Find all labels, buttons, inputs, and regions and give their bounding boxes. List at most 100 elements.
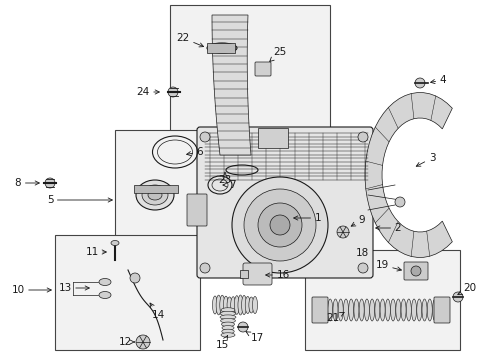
Ellipse shape	[365, 299, 369, 321]
Ellipse shape	[223, 296, 228, 314]
Ellipse shape	[338, 299, 343, 321]
FancyBboxPatch shape	[197, 127, 373, 278]
Circle shape	[453, 292, 463, 302]
Text: 19: 19	[375, 260, 401, 271]
Ellipse shape	[216, 295, 221, 315]
Ellipse shape	[136, 180, 174, 210]
Ellipse shape	[417, 299, 422, 321]
Bar	[258, 128, 288, 148]
Circle shape	[395, 197, 405, 207]
Ellipse shape	[220, 311, 236, 316]
Text: 20: 20	[458, 283, 477, 294]
Circle shape	[258, 203, 302, 247]
Ellipse shape	[221, 333, 235, 337]
Ellipse shape	[359, 299, 364, 321]
Ellipse shape	[221, 308, 235, 312]
Ellipse shape	[245, 296, 250, 314]
Ellipse shape	[221, 322, 235, 327]
Polygon shape	[212, 15, 251, 155]
Ellipse shape	[220, 319, 235, 323]
Circle shape	[168, 87, 178, 97]
FancyBboxPatch shape	[187, 194, 207, 226]
Text: 7: 7	[223, 180, 235, 190]
Circle shape	[136, 335, 150, 349]
Text: 1: 1	[294, 213, 321, 223]
Ellipse shape	[401, 299, 406, 321]
Circle shape	[130, 273, 140, 283]
Circle shape	[238, 322, 248, 332]
Circle shape	[411, 266, 421, 276]
Circle shape	[45, 178, 55, 188]
Text: 3: 3	[416, 153, 435, 166]
Ellipse shape	[406, 299, 411, 321]
Text: 22: 22	[176, 33, 203, 47]
Ellipse shape	[375, 299, 380, 321]
Ellipse shape	[380, 299, 385, 321]
Ellipse shape	[220, 295, 225, 315]
Ellipse shape	[99, 292, 111, 298]
Ellipse shape	[111, 240, 119, 246]
Text: 11: 11	[85, 247, 106, 257]
Circle shape	[270, 215, 290, 235]
Polygon shape	[365, 93, 452, 257]
Circle shape	[415, 78, 425, 88]
Text: 24: 24	[136, 87, 159, 97]
Ellipse shape	[349, 299, 354, 321]
Ellipse shape	[322, 299, 327, 321]
Ellipse shape	[213, 296, 218, 314]
Text: 4: 4	[431, 75, 446, 85]
Ellipse shape	[207, 43, 237, 53]
Ellipse shape	[369, 299, 375, 321]
Ellipse shape	[422, 299, 427, 321]
Ellipse shape	[238, 295, 243, 315]
Ellipse shape	[249, 297, 254, 313]
FancyBboxPatch shape	[255, 62, 271, 76]
Circle shape	[358, 263, 368, 273]
Ellipse shape	[391, 299, 395, 321]
Ellipse shape	[433, 299, 438, 321]
FancyBboxPatch shape	[243, 263, 272, 285]
Text: 6: 6	[187, 147, 203, 157]
Ellipse shape	[148, 190, 162, 200]
Text: 16: 16	[266, 270, 290, 280]
Ellipse shape	[385, 299, 391, 321]
Circle shape	[244, 189, 316, 261]
Text: 15: 15	[216, 336, 229, 350]
Ellipse shape	[396, 299, 401, 321]
FancyBboxPatch shape	[312, 297, 328, 323]
Bar	[240, 270, 248, 278]
Text: 14: 14	[150, 303, 165, 320]
Bar	[115, 130, 245, 240]
Circle shape	[358, 132, 368, 142]
Bar	[207, 43, 235, 53]
Text: 10: 10	[11, 285, 51, 295]
Ellipse shape	[427, 299, 432, 321]
Text: 8: 8	[15, 178, 39, 188]
Ellipse shape	[222, 325, 234, 330]
Text: 13: 13	[58, 283, 89, 293]
Text: 2: 2	[376, 223, 401, 233]
Text: 21: 21	[326, 312, 344, 323]
Bar	[55, 235, 200, 350]
Text: 17: 17	[246, 332, 264, 343]
Ellipse shape	[220, 315, 236, 319]
Bar	[134, 185, 178, 193]
Circle shape	[258, 63, 268, 73]
Ellipse shape	[242, 296, 246, 315]
Text: 5: 5	[47, 195, 112, 205]
Bar	[170, 5, 330, 175]
Ellipse shape	[333, 299, 338, 321]
Text: 23: 23	[219, 172, 232, 185]
Ellipse shape	[142, 185, 168, 205]
Ellipse shape	[227, 297, 232, 313]
Circle shape	[337, 226, 349, 238]
Ellipse shape	[234, 296, 239, 314]
Text: 12: 12	[119, 337, 134, 347]
Ellipse shape	[412, 299, 416, 321]
Ellipse shape	[222, 329, 234, 334]
Ellipse shape	[231, 297, 236, 313]
FancyBboxPatch shape	[434, 297, 450, 323]
Text: 25: 25	[270, 47, 287, 62]
FancyBboxPatch shape	[404, 262, 428, 280]
Ellipse shape	[354, 299, 359, 321]
